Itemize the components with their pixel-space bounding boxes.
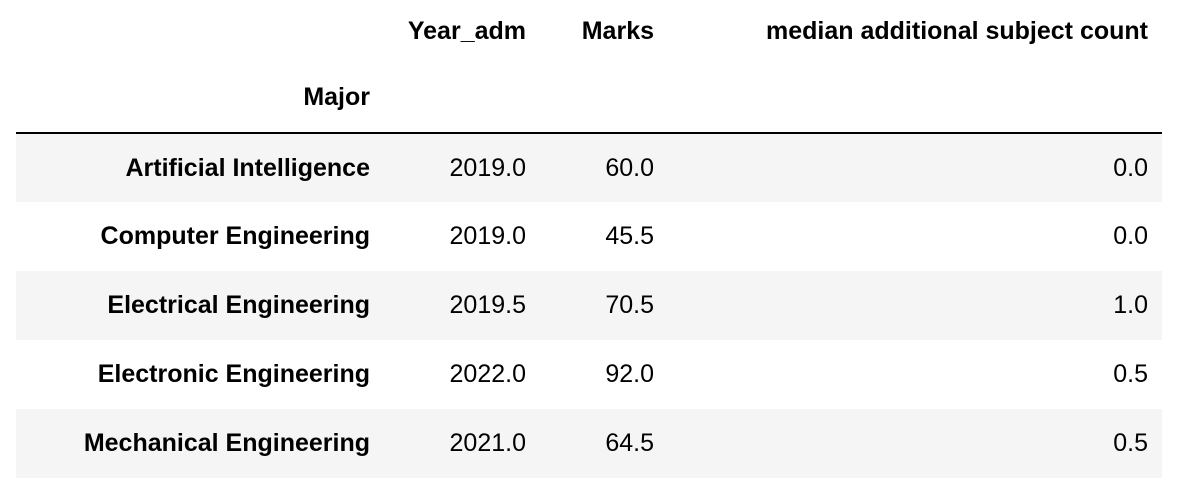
blank-header-cell	[668, 62, 1162, 134]
cell-median-additional-subject-count: 0.0	[1113, 153, 1148, 182]
index-header-row: Major	[16, 62, 1162, 134]
cell-marks: 45.5	[605, 222, 654, 250]
row-index-major: Artificial Intelligence	[125, 153, 370, 182]
column-header-marks: Marks	[581, 16, 654, 45]
cell-year-adm: 2022.0	[449, 360, 526, 388]
cell-year-adm: 2019.0	[449, 153, 526, 182]
blank-header-cell	[540, 62, 668, 134]
table-row: Mechanical Engineering 2021.0 64.5 0.5	[16, 409, 1162, 478]
cell-median-additional-subject-count: 0.5	[1113, 429, 1148, 457]
table-row: Computer Engineering 2019.0 45.5 0.0	[16, 202, 1162, 271]
cell-marks: 70.5	[605, 291, 654, 319]
blank-header-cell	[16, 0, 384, 62]
table-row: Electrical Engineering 2019.5 70.5 1.0	[16, 271, 1162, 340]
cell-marks: 64.5	[605, 429, 654, 457]
cell-median-additional-subject-count: 0.5	[1113, 360, 1148, 388]
row-index-major: Mechanical Engineering	[83, 429, 370, 457]
cell-marks: 92.0	[605, 360, 654, 388]
cell-marks: 60.0	[605, 153, 654, 182]
cell-year-adm: 2019.5	[449, 291, 526, 319]
column-header-year-adm: Year_adm	[407, 16, 526, 45]
dataframe-table: Year_adm Marks median additional subject…	[16, 0, 1162, 478]
cell-median-additional-subject-count: 1.0	[1113, 291, 1148, 319]
row-index-major: Computer Engineering	[100, 222, 370, 250]
row-index-major: Electrical Engineering	[107, 291, 370, 319]
column-header-row: Year_adm Marks median additional subject…	[16, 0, 1162, 62]
cell-year-adm: 2019.0	[449, 222, 526, 250]
blank-header-cell	[384, 62, 540, 134]
table-body: Artificial Intelligence 2019.0 60.0 0.0 …	[16, 133, 1162, 478]
cell-year-adm: 2021.0	[449, 429, 526, 457]
column-header-median-additional-subject-count: median additional subject count	[766, 16, 1148, 45]
row-index-major: Electronic Engineering	[97, 360, 370, 388]
table-row: Artificial Intelligence 2019.0 60.0 0.0	[16, 133, 1162, 202]
index-name-major: Major	[16, 62, 384, 134]
table-header: Year_adm Marks median additional subject…	[16, 0, 1162, 134]
cell-median-additional-subject-count: 0.0	[1113, 222, 1148, 250]
table-row: Electronic Engineering 2022.0 92.0 0.5	[16, 340, 1162, 409]
